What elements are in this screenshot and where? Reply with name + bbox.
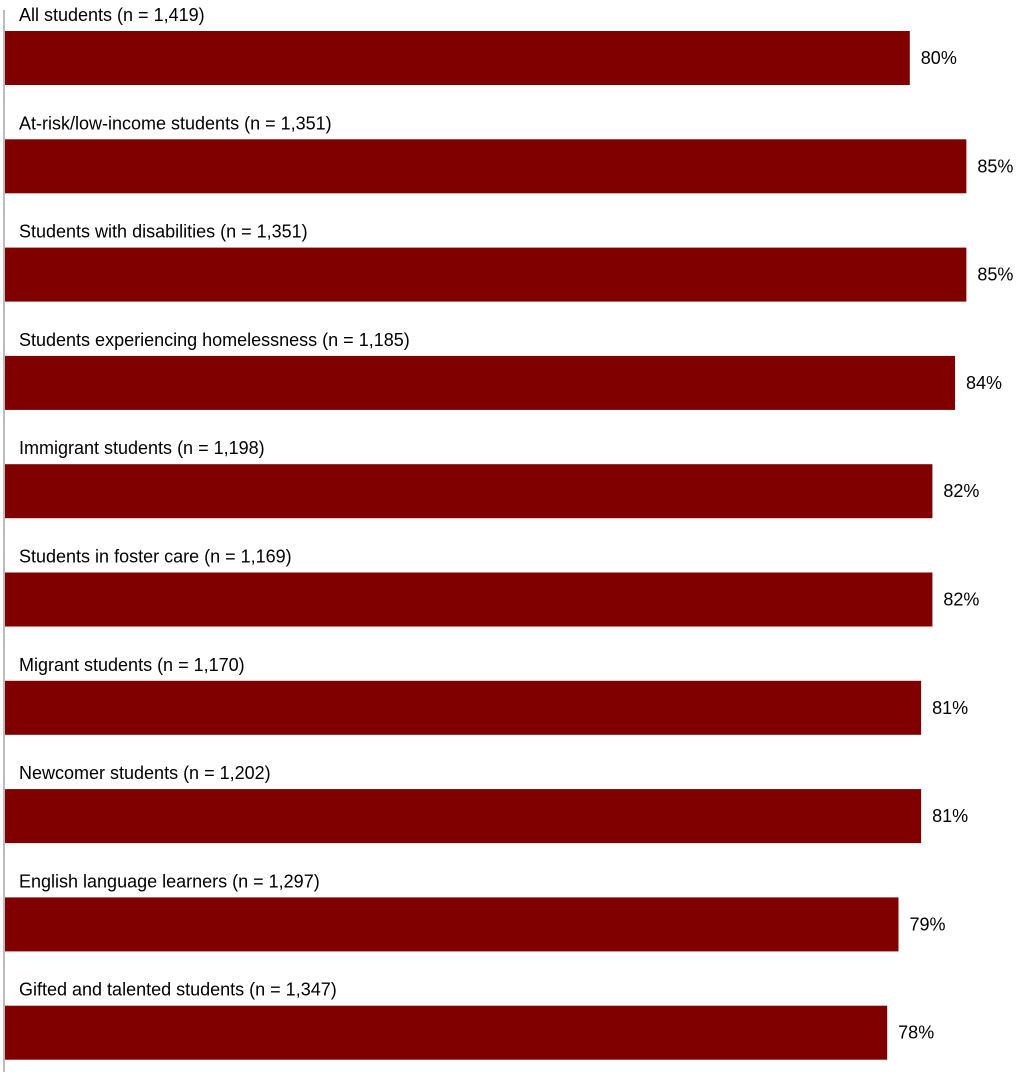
value-label: 79%: [909, 914, 945, 934]
value-label: 80%: [921, 48, 957, 68]
value-label: 78%: [898, 1023, 934, 1043]
category-label: Students in foster care (n = 1,169): [19, 547, 292, 567]
bar: [5, 355, 956, 410]
category-label: All students (n = 1,419): [19, 5, 205, 25]
category-label: Gifted and talented students (n = 1,347): [19, 980, 337, 1000]
category-label: Immigrant students (n = 1,198): [19, 438, 265, 458]
value-label: 81%: [932, 698, 968, 718]
bar: [5, 897, 899, 952]
category-label: Migrant students (n = 1,170): [19, 655, 245, 675]
category-label: Students with disabilities (n = 1,351): [19, 222, 308, 242]
value-label: 85%: [977, 265, 1013, 285]
value-label: 85%: [977, 156, 1013, 176]
bar: [5, 1005, 888, 1060]
bar: [5, 464, 933, 519]
bar: [5, 680, 922, 735]
category-label: Students experiencing homelessness (n = …: [19, 330, 410, 350]
bar: [5, 789, 922, 844]
bars-group: All students (n = 1,419) 80% At-risk/low-i…: [5, 5, 1013, 1060]
value-label: 81%: [932, 806, 968, 826]
category-label: English language learners (n = 1,297): [19, 871, 320, 891]
bar: [5, 572, 933, 627]
value-label: 82%: [943, 590, 979, 610]
bar: [5, 31, 910, 85]
value-label: 82%: [943, 481, 979, 501]
category-label: At-risk/low-income students (n = 1,351): [19, 113, 332, 133]
value-label: 84%: [966, 373, 1002, 393]
category-label: Newcomer students (n = 1,202): [19, 763, 271, 783]
bar: [5, 139, 967, 194]
bar: [5, 247, 967, 302]
